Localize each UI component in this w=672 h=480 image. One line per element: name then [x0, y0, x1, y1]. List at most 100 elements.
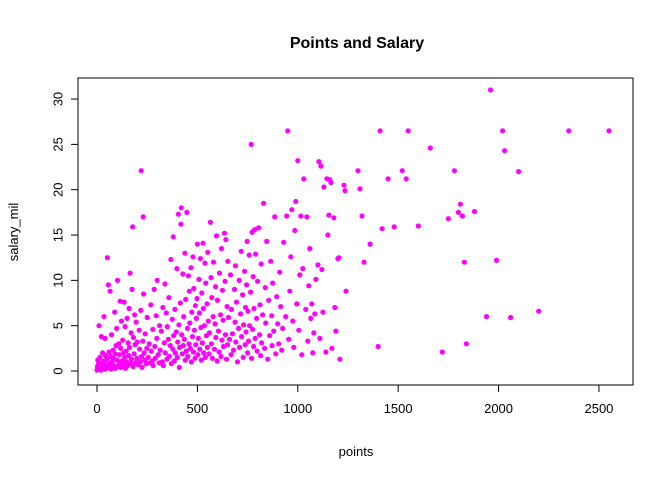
data-point	[321, 184, 327, 190]
data-point	[138, 307, 144, 313]
data-point	[205, 249, 211, 255]
data-point	[463, 341, 469, 347]
data-point	[127, 270, 133, 276]
data-point	[202, 260, 208, 266]
data-point	[173, 329, 179, 335]
data-point	[252, 227, 258, 233]
data-point	[233, 339, 239, 345]
data-point	[227, 272, 234, 278]
data-point	[337, 356, 343, 362]
data-point	[128, 330, 134, 336]
data-point	[153, 313, 159, 319]
data-point	[218, 353, 224, 360]
data-point	[183, 296, 189, 302]
x-tick-label: 500	[187, 401, 209, 416]
data-point	[262, 345, 268, 351]
data-point	[192, 303, 198, 309]
data-point	[270, 280, 276, 286]
data-point	[308, 315, 314, 321]
data-point	[222, 278, 228, 284]
data-point	[126, 353, 132, 359]
data-point	[112, 309, 118, 315]
data-point	[457, 201, 463, 207]
data-point	[143, 361, 149, 367]
data-point	[137, 346, 143, 352]
data-point	[215, 328, 222, 334]
data-point	[242, 268, 248, 274]
data-point	[502, 148, 508, 154]
data-point	[298, 213, 304, 219]
data-point	[225, 314, 232, 321]
data-point	[536, 308, 542, 314]
data-point	[606, 128, 612, 134]
data-point	[508, 314, 514, 321]
data-point	[157, 323, 163, 329]
data-point	[483, 314, 490, 320]
data-point	[218, 246, 225, 252]
data-point	[238, 311, 244, 317]
y-axis-label: salary_mil	[6, 203, 21, 262]
data-point	[138, 168, 144, 174]
data-point	[171, 333, 177, 339]
data-point	[459, 213, 465, 219]
data-point	[196, 310, 202, 316]
data-point	[500, 128, 506, 134]
data-point	[186, 341, 192, 347]
data-point	[201, 350, 207, 356]
data-point	[170, 234, 176, 240]
data-point	[163, 310, 169, 316]
data-point	[189, 334, 195, 340]
data-point	[281, 239, 287, 245]
data-point	[172, 350, 178, 356]
y-axis: 0 5 10 15 20 25 30	[51, 92, 79, 375]
x-tick-label: 2000	[484, 401, 513, 416]
data-point	[164, 324, 170, 330]
data-point	[145, 354, 151, 360]
data-point	[273, 351, 279, 357]
data-point	[174, 266, 180, 272]
x-axis-label: points	[339, 444, 374, 459]
data-point	[191, 327, 197, 333]
x-tick-label: 1000	[283, 401, 312, 416]
data-point	[240, 354, 246, 360]
data-point	[237, 344, 243, 350]
data-point	[148, 348, 154, 354]
data-point	[251, 343, 257, 350]
data-point	[122, 324, 128, 330]
data-point	[203, 280, 209, 286]
data-point	[307, 246, 313, 252]
data-point	[101, 314, 107, 320]
data-point	[315, 262, 321, 268]
data-point	[157, 347, 163, 353]
data-point	[252, 335, 258, 341]
data-point	[190, 349, 196, 355]
y-tick-label: 25	[51, 137, 66, 151]
data-point	[274, 294, 280, 300]
data-point	[213, 334, 219, 341]
data-point	[228, 352, 234, 358]
data-point	[259, 340, 265, 346]
data-point	[140, 338, 146, 344]
data-point	[197, 256, 203, 262]
data-point	[171, 358, 177, 364]
data-point	[220, 317, 226, 323]
data-point	[178, 205, 184, 211]
data-point	[292, 227, 298, 234]
data-point	[183, 348, 189, 354]
data-point	[229, 331, 236, 337]
data-point	[179, 332, 185, 338]
data-point	[399, 168, 405, 174]
data-point	[214, 297, 221, 303]
data-point	[451, 168, 457, 174]
data-point	[204, 301, 210, 307]
data-point	[212, 284, 219, 290]
data-point	[201, 323, 207, 329]
data-point	[244, 282, 250, 288]
data-point	[312, 311, 318, 317]
data-point	[264, 238, 270, 244]
data-point	[202, 354, 208, 360]
data-point	[124, 315, 130, 321]
data-point	[181, 314, 187, 320]
data-point	[257, 332, 263, 338]
